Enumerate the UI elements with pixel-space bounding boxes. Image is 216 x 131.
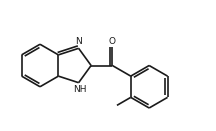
- Text: NH: NH: [73, 85, 86, 94]
- Text: O: O: [109, 37, 116, 46]
- Text: N: N: [75, 37, 82, 46]
